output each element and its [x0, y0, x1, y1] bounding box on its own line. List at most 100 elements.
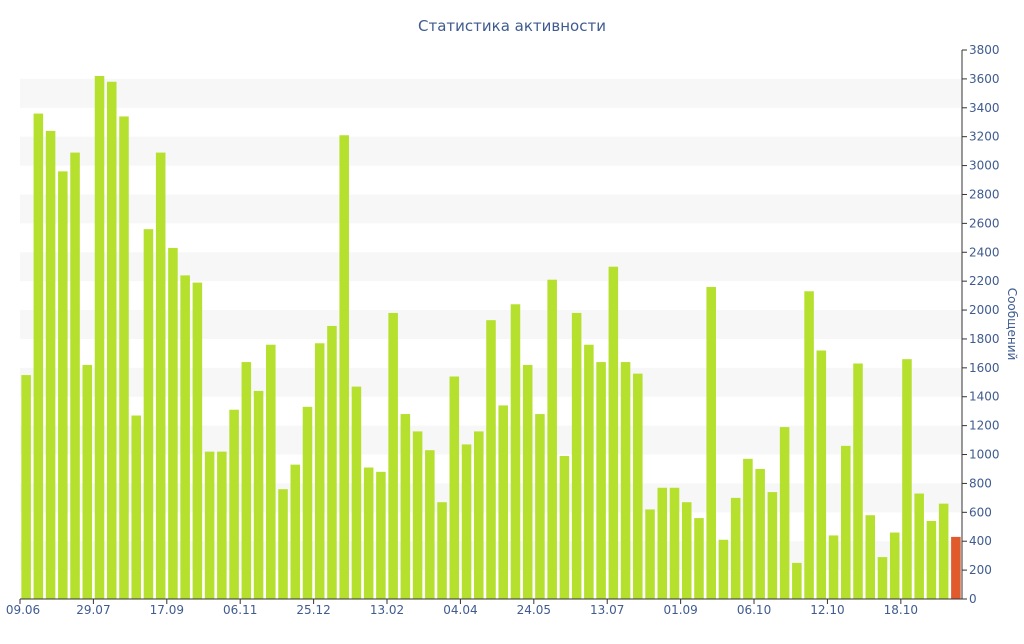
bar-series — [21, 76, 961, 600]
bar[interactable] — [449, 376, 460, 599]
bar[interactable] — [168, 247, 178, 599]
bar[interactable] — [143, 229, 154, 599]
bar[interactable] — [351, 386, 362, 599]
y-tick-label: 0 — [969, 592, 977, 606]
bar[interactable] — [902, 359, 912, 599]
x-tick-label: 24.05 — [517, 603, 551, 617]
grid-band — [20, 136, 962, 166]
bar[interactable] — [547, 279, 557, 599]
bar[interactable] — [119, 116, 129, 600]
y-tick-label: 1000 — [969, 448, 1000, 462]
x-tick-label: 04.04 — [443, 603, 477, 617]
bar[interactable] — [94, 76, 105, 599]
y-tick-label: 200 — [969, 563, 992, 577]
bar[interactable] — [645, 509, 655, 599]
bar[interactable] — [779, 427, 790, 599]
bar[interactable] — [302, 406, 313, 599]
bar[interactable] — [657, 487, 668, 599]
bar[interactable] — [853, 363, 863, 599]
bar[interactable] — [400, 414, 411, 599]
bar[interactable] — [828, 535, 839, 599]
bar[interactable] — [33, 113, 44, 599]
bar[interactable] — [131, 415, 141, 599]
bar[interactable] — [743, 458, 753, 599]
bar[interactable] — [425, 450, 435, 599]
bar[interactable] — [412, 431, 423, 599]
bar[interactable] — [681, 502, 692, 599]
bar[interactable] — [327, 325, 337, 599]
bar[interactable] — [70, 152, 80, 599]
bar[interactable] — [767, 492, 778, 599]
bar[interactable] — [792, 562, 802, 599]
bar[interactable] — [535, 414, 545, 599]
y-tick-label: 1800 — [969, 332, 1000, 346]
bar[interactable] — [474, 431, 484, 599]
bar[interactable] — [841, 445, 851, 599]
bar[interactable] — [633, 373, 643, 599]
bar[interactable] — [620, 362, 631, 599]
x-tick-label: 13.02 — [370, 603, 404, 617]
bar[interactable] — [877, 557, 888, 599]
bar[interactable] — [804, 291, 814, 599]
bar[interactable] — [816, 350, 827, 599]
bar[interactable] — [180, 275, 190, 599]
bar[interactable] — [278, 489, 288, 599]
x-tick-label: 13.07 — [590, 603, 624, 617]
bar[interactable] — [253, 390, 264, 599]
x-tick-label: 01.09 — [663, 603, 697, 617]
bar[interactable] — [510, 304, 521, 599]
bar[interactable] — [889, 532, 900, 599]
bar[interactable] — [45, 130, 56, 599]
bar[interactable] — [608, 266, 619, 599]
bar[interactable] — [938, 503, 949, 599]
bar[interactable] — [926, 520, 937, 599]
bar[interactable] — [290, 464, 301, 599]
bar[interactable] — [82, 364, 93, 599]
bar[interactable] — [571, 312, 582, 599]
bar[interactable] — [21, 375, 31, 599]
x-tick-label: 17.09 — [150, 603, 184, 617]
bar[interactable] — [192, 282, 203, 599]
bar[interactable] — [388, 312, 398, 599]
bar[interactable] — [730, 497, 741, 599]
bar[interactable] — [498, 405, 508, 599]
bar[interactable] — [339, 135, 349, 600]
y-axis-label: Сообщений — [1005, 288, 1019, 361]
y-tick-label: 800 — [969, 476, 992, 490]
bar[interactable] — [266, 344, 276, 599]
bar[interactable] — [718, 539, 729, 599]
bar[interactable] — [694, 518, 704, 599]
bar[interactable] — [755, 468, 765, 599]
bar[interactable] — [914, 493, 924, 599]
bar[interactable] — [58, 171, 68, 600]
bar[interactable] — [669, 487, 680, 599]
x-tick-label: 12.10 — [810, 603, 844, 617]
bar[interactable] — [241, 362, 252, 599]
x-tick-label: 09.06 — [6, 603, 40, 617]
bar[interactable] — [217, 451, 227, 599]
bar[interactable] — [486, 320, 496, 599]
bar[interactable] — [376, 471, 386, 599]
grid-band — [20, 194, 962, 224]
y-tick-label: 1400 — [969, 390, 1000, 404]
bar[interactable] — [865, 515, 876, 599]
bar[interactable] — [204, 451, 215, 599]
bar[interactable] — [363, 467, 374, 599]
bar[interactable] — [106, 81, 117, 599]
bar[interactable] — [706, 286, 716, 599]
y-tick-label: 2000 — [969, 303, 1000, 317]
bar[interactable] — [229, 409, 239, 599]
bar[interactable] — [461, 444, 472, 599]
y-tick-label: 2200 — [969, 274, 1000, 288]
bar-current[interactable] — [951, 536, 961, 599]
bar[interactable] — [596, 362, 606, 599]
bar[interactable] — [437, 502, 447, 599]
bar[interactable] — [155, 152, 166, 599]
bar[interactable] — [584, 344, 594, 599]
y-axis: 0 200 400 600 800 1000 1200 1400 1600 1800 2000 220… — [962, 43, 1000, 606]
y-tick-label: 1600 — [969, 361, 1000, 375]
bar[interactable] — [522, 364, 533, 599]
y-tick-label: 2400 — [969, 245, 1000, 259]
bar[interactable] — [559, 455, 570, 599]
bar[interactable] — [314, 343, 325, 599]
